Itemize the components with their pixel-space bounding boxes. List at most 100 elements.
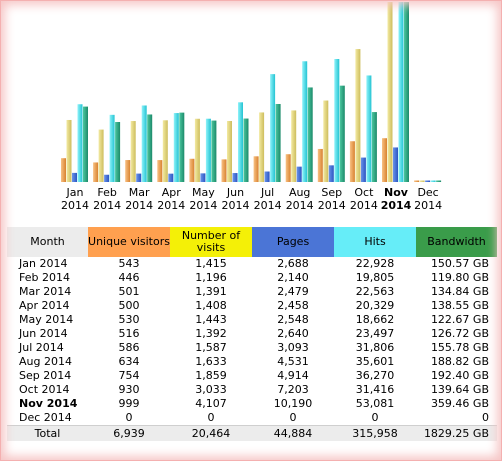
month-label-year: 2014 xyxy=(93,199,122,212)
bar-chart-canvas xyxy=(61,2,442,183)
cell-month: Jun 2014 xyxy=(19,327,68,340)
header-month: Month xyxy=(7,227,88,257)
cell-visits: 1,415 xyxy=(195,257,227,270)
cell-hits: 19,805 xyxy=(355,271,395,284)
bar-pages xyxy=(104,174,110,182)
cell-visits: 1,391 xyxy=(195,285,227,298)
header-unique-visitors: Unique visitors xyxy=(88,227,170,257)
cell-month: Apr 2014 xyxy=(19,299,70,312)
bar-hits xyxy=(270,74,276,182)
table-row: Jun 2014 516 1,392 2,640 23,497 126.72 GB xyxy=(7,327,497,341)
month-label-name: Oct xyxy=(354,186,374,199)
header-pages: Pages xyxy=(252,227,334,257)
cell-bandwidth: 138.55 GB xyxy=(430,299,489,312)
total-visits: 20,464 xyxy=(170,425,252,441)
month-label-name: Jan xyxy=(66,186,84,199)
bar-number-of-visits xyxy=(227,120,232,182)
bar-pages xyxy=(296,166,302,182)
table-row: May 2014 530 1,443 2,548 18,662 122.67 GB xyxy=(7,313,497,327)
cell-month: Nov 2014 xyxy=(19,397,78,410)
cell-hits: 22,563 xyxy=(355,285,395,298)
month-label-name: Mar xyxy=(128,186,150,199)
bar-pages xyxy=(232,173,238,182)
cell-visitors: 501 xyxy=(118,285,140,298)
cell-bandwidth: 122.67 GB xyxy=(430,313,489,326)
month-label: Jan 2014 xyxy=(59,186,91,212)
month-label-year: 2014 xyxy=(317,199,346,212)
table-row: Feb 2014 446 1,196 2,140 19,805 119.80 GB xyxy=(7,271,497,285)
cell-hits: 23,497 xyxy=(355,327,395,340)
bar-number-of-visits xyxy=(323,100,329,182)
cell-month: Jul 2014 xyxy=(19,341,64,354)
month-label-name: Feb xyxy=(97,186,117,199)
cell-visits: 1,443 xyxy=(195,313,227,326)
bar-bandwidth xyxy=(115,122,121,182)
cell-hits: 0 xyxy=(371,411,379,424)
month-label-name: Aug xyxy=(288,186,311,199)
cell-month: Mar 2014 xyxy=(19,285,72,298)
cell-visitors: 930 xyxy=(118,383,140,396)
cell-pages: 4,914 xyxy=(277,369,309,382)
month-label: Dec 2014 xyxy=(412,186,444,212)
bar-unique-visitors xyxy=(253,156,259,182)
cell-visits: 1,392 xyxy=(195,327,227,340)
cell-hits: 31,416 xyxy=(355,383,395,396)
cell-pages: 2,479 xyxy=(277,285,309,298)
cell-pages: 4,531 xyxy=(277,355,309,368)
month-label: Apr 2014 xyxy=(155,186,187,212)
month-label-year: 2014 xyxy=(285,199,314,212)
cell-month: Jan 2014 xyxy=(19,257,68,270)
month-label-year: 2014 xyxy=(157,199,186,212)
month-label-name: Jul xyxy=(260,186,275,199)
bar-unique-visitors xyxy=(125,160,131,182)
month-label: Oct 2014 xyxy=(348,186,380,212)
month-label: Jul 2014 xyxy=(252,186,284,212)
month-label-year: 2014 xyxy=(125,199,154,212)
cell-bandwidth: 119.80 GB xyxy=(430,271,489,284)
bar-pages xyxy=(264,171,270,182)
cell-visitors: 500 xyxy=(118,299,140,312)
cell-month: May 2014 xyxy=(19,313,74,326)
bar-number-of-visits xyxy=(194,118,200,182)
month-label: Sep 2014 xyxy=(316,186,348,212)
bar-number-of-visits xyxy=(162,120,168,182)
month-label-year: 2014 xyxy=(380,199,412,212)
month-label-year: 2014 xyxy=(349,199,378,212)
bar-hits xyxy=(302,61,308,182)
bar-pages xyxy=(200,173,206,182)
bar-bandwidth xyxy=(436,180,442,182)
cell-hits: 20,329 xyxy=(355,299,395,312)
table-row: Jul 2014 586 1,587 3,093 31,806 155.78 GB xyxy=(7,341,497,355)
bar-unique-visitors xyxy=(414,180,420,182)
month-label-year: 2014 xyxy=(221,199,250,212)
monthly-stats-table: Month Unique visitors Number of visits P… xyxy=(7,227,497,441)
cell-visits: 1,859 xyxy=(195,369,227,382)
bar-number-of-visits xyxy=(355,49,361,182)
month-label: Feb 2014 xyxy=(91,186,123,212)
bar-pages xyxy=(168,173,174,182)
total-pages: 44,884 xyxy=(252,425,334,441)
bar-number-of-visits xyxy=(387,2,393,182)
cell-bandwidth: 134.84 GB xyxy=(430,285,489,298)
table-row: Mar 2014 501 1,391 2,479 22,563 134.84 GB xyxy=(7,285,497,299)
bar-unique-visitors xyxy=(382,138,387,182)
bar-unique-visitors xyxy=(349,141,355,182)
cell-pages: 2,140 xyxy=(277,271,309,284)
bar-hits xyxy=(430,180,436,182)
cell-pages: 2,548 xyxy=(277,313,309,326)
bar-number-of-visits xyxy=(98,129,104,182)
cell-month: Oct 2014 xyxy=(19,383,70,396)
cell-bandwidth: 150.57 GB xyxy=(430,257,489,270)
cell-hits: 53,081 xyxy=(355,397,395,410)
cell-hits: 31,806 xyxy=(355,341,395,354)
bar-bandwidth xyxy=(147,114,153,182)
table-total-row: Total 6,939 20,464 44,884 315,958 1829.2… xyxy=(7,425,497,441)
bar-pages xyxy=(393,147,398,182)
cell-visitors: 446 xyxy=(118,271,140,284)
bar-hits xyxy=(109,114,115,182)
month-label: Jun 2014 xyxy=(220,186,252,212)
cell-visits: 1,587 xyxy=(195,341,227,354)
bar-unique-visitors xyxy=(61,158,66,182)
cell-visits: 4,107 xyxy=(195,397,227,410)
bar-bandwidth xyxy=(83,106,88,182)
